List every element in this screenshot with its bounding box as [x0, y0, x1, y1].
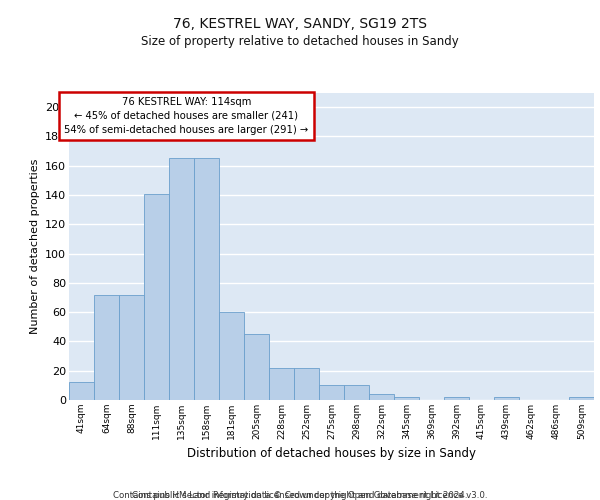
- Bar: [569, 397, 594, 400]
- Text: 76 KESTREL WAY: 114sqm
← 45% of detached houses are smaller (241)
54% of semi-de: 76 KESTREL WAY: 114sqm ← 45% of detached…: [64, 97, 308, 135]
- Bar: [394, 397, 419, 400]
- Bar: [319, 386, 344, 400]
- Bar: [94, 294, 119, 400]
- Bar: [244, 334, 269, 400]
- Bar: [344, 386, 369, 400]
- Text: Contains HM Land Registry data © Crown copyright and database right 2024.: Contains HM Land Registry data © Crown c…: [132, 490, 468, 500]
- Bar: [119, 294, 144, 400]
- Y-axis label: Number of detached properties: Number of detached properties: [29, 158, 40, 334]
- Bar: [169, 158, 194, 400]
- Bar: [369, 394, 394, 400]
- Text: 76, KESTREL WAY, SANDY, SG19 2TS: 76, KESTREL WAY, SANDY, SG19 2TS: [173, 18, 427, 32]
- Bar: [444, 397, 469, 400]
- Bar: [294, 368, 319, 400]
- Bar: [219, 312, 244, 400]
- X-axis label: Distribution of detached houses by size in Sandy: Distribution of detached houses by size …: [187, 448, 476, 460]
- Bar: [494, 397, 519, 400]
- Text: Size of property relative to detached houses in Sandy: Size of property relative to detached ho…: [141, 35, 459, 48]
- Bar: [144, 194, 169, 400]
- Bar: [269, 368, 294, 400]
- Text: Contains public sector information licensed under the Open Government Licence v3: Contains public sector information licen…: [113, 480, 487, 500]
- Bar: [194, 158, 219, 400]
- Bar: [69, 382, 94, 400]
